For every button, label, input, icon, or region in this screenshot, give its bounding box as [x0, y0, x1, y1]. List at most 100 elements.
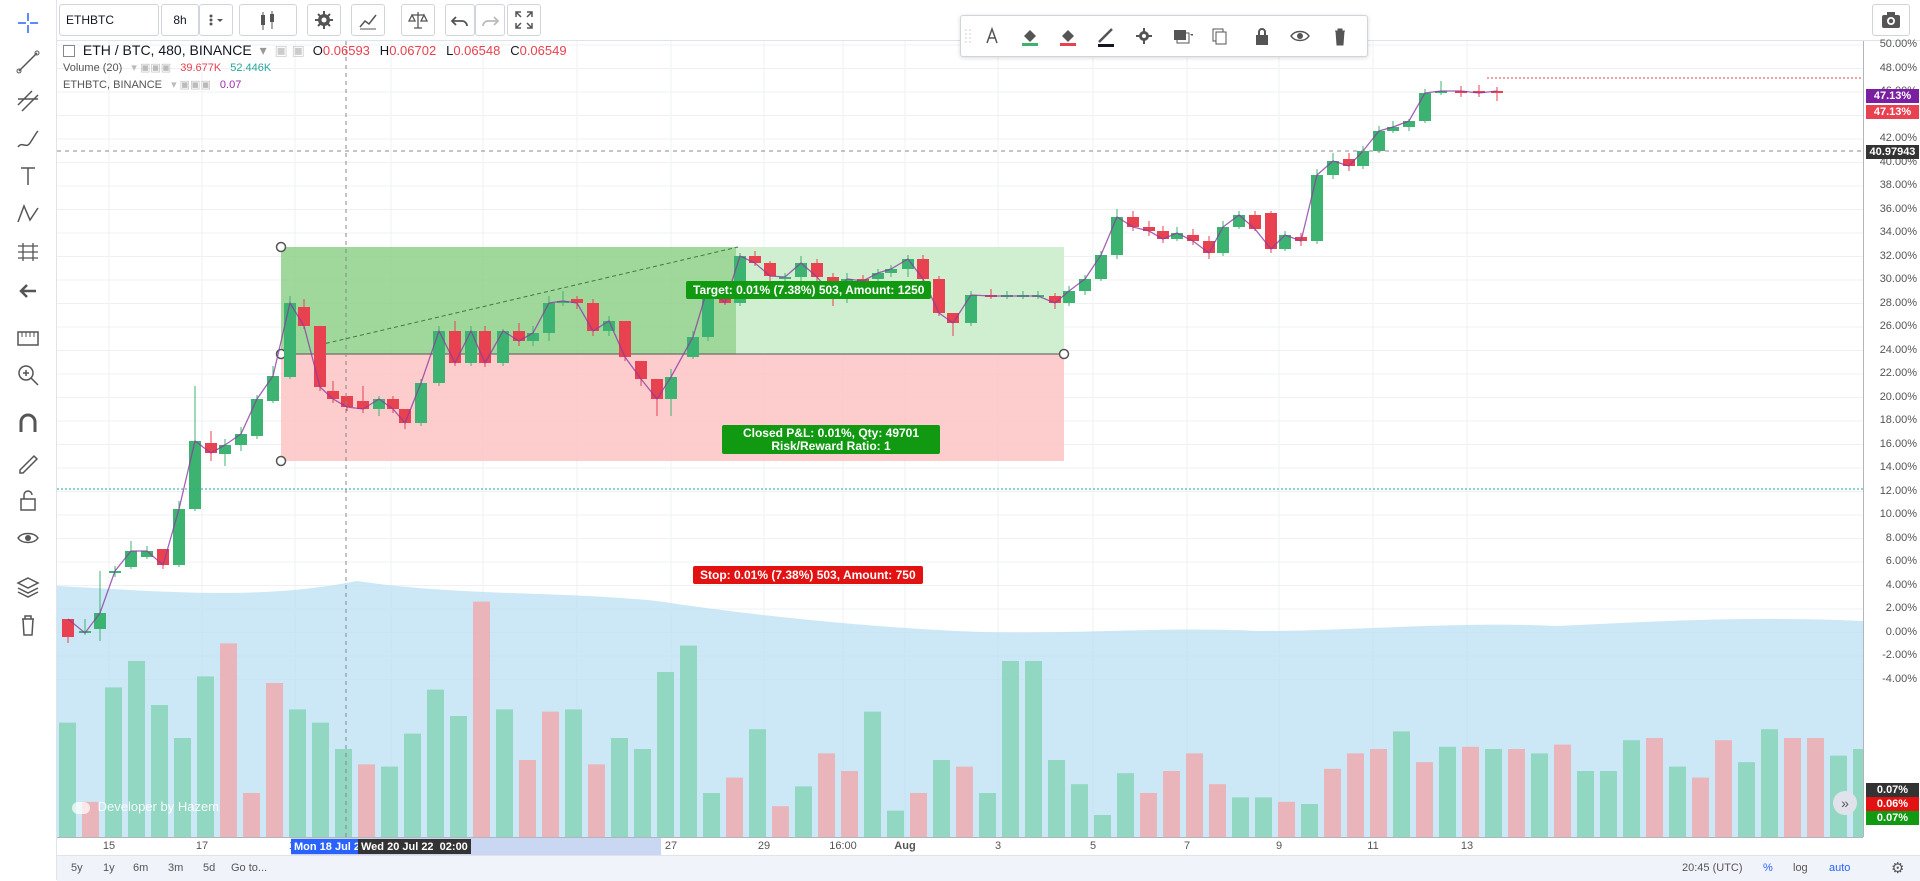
symbol-search-input[interactable]: ETHBTC — [59, 4, 159, 36]
time-tick-label: 13 — [1460, 840, 1474, 852]
collapse-icon[interactable] — [63, 45, 75, 58]
candle-body — [125, 551, 137, 567]
price-tick-label: 30.00% — [1879, 273, 1917, 285]
trash-icon[interactable] — [8, 608, 48, 642]
crosshair-icon[interactable] — [8, 6, 48, 40]
interval-button[interactable]: 8h — [161, 4, 199, 36]
candle-body — [857, 279, 869, 281]
indicators-button[interactable] — [351, 4, 385, 36]
volume-bar — [1048, 760, 1065, 837]
clock-display[interactable]: 20:45 (UTC) — [1682, 862, 1743, 874]
volume-bar — [1531, 753, 1548, 837]
fullscreen-button[interactable] — [507, 4, 541, 36]
volume-bar — [749, 729, 766, 837]
drawing-settings-icon[interactable] — [1129, 22, 1159, 50]
range-1y[interactable]: 1y — [103, 862, 115, 874]
price-tick-label: 36.00% — [1879, 202, 1917, 215]
drag-handle-icon[interactable] — [963, 22, 973, 50]
compare-settings-icon[interactable]: ▾ ▣▣▣ — [171, 79, 211, 91]
volume-bar — [174, 738, 191, 837]
price-scale[interactable]: 50.00%48.00%46.00%44.00%42.00%40.00%38.0… — [1863, 38, 1920, 837]
fib-tools-icon[interactable] — [8, 84, 48, 118]
pnl-line — [318, 246, 739, 346]
scroll-to-realtime-button[interactable]: » — [1833, 791, 1857, 815]
chart-style-button[interactable] — [239, 4, 297, 36]
candle-body — [387, 399, 399, 409]
volume-bar — [726, 777, 743, 837]
goto-date-button[interactable]: Go to... — [231, 862, 268, 874]
delete-drawing-icon[interactable] — [1325, 22, 1355, 50]
price-tick-label: 4.00% — [1885, 578, 1917, 591]
range-5d[interactable]: 5d — [203, 862, 216, 874]
chevron-down-icon[interactable]: ▾ — [259, 42, 267, 58]
volume-settings-icon[interactable]: ▾ ▣▣▣ — [131, 62, 172, 74]
range-5y[interactable]: 5y — [71, 862, 83, 874]
volume-bar — [565, 709, 582, 837]
pattern-tool-icon[interactable] — [8, 197, 48, 231]
layers-icon[interactable] — [8, 570, 48, 604]
settings-button[interactable] — [307, 4, 341, 36]
main-series-legend: ETH / BTC, 480, BINANCE ▾ ▣ ▣ O0.06593 H… — [63, 42, 567, 59]
zoom-icon[interactable] — [8, 358, 48, 392]
range-3m[interactable]: 3m — [168, 862, 184, 874]
measure-icon[interactable] — [8, 320, 48, 354]
auto-scale-toggle[interactable]: auto — [1829, 862, 1851, 874]
log-scale-toggle[interactable]: log — [1793, 862, 1808, 874]
lock-icon[interactable] — [8, 483, 48, 517]
interval-dropdown[interactable] — [199, 4, 233, 36]
hide-drawing-icon[interactable] — [1285, 22, 1315, 50]
volume-bar — [381, 766, 398, 837]
high-value: 0.06702 — [389, 43, 437, 58]
undo-button[interactable] — [445, 4, 475, 36]
symbol-ticker: ETHBTC — [66, 13, 114, 27]
prediction-tools-icon[interactable] — [8, 235, 48, 269]
volume-bar — [1301, 804, 1318, 837]
candle-body — [267, 376, 279, 401]
price-tick-label: -2.00% — [1882, 649, 1917, 661]
arrow-left-icon[interactable] — [8, 274, 48, 308]
clone-icon[interactable] — [1205, 22, 1235, 50]
target-label[interactable]: Target: 0.01% (7.38%) 503, Amount: 1250 — [686, 281, 932, 299]
series-close-icon[interactable]: ▣ — [291, 42, 305, 58]
volume-bar — [818, 753, 835, 837]
series-settings-icon[interactable]: ▣ — [274, 42, 288, 58]
price-chart[interactable] — [57, 41, 1863, 837]
eye-icon[interactable] — [8, 521, 48, 555]
chart-settings-gear-icon[interactable]: ⚙ — [1891, 860, 1905, 877]
candle-body — [497, 331, 509, 363]
visibility-intervals-icon[interactable] — [1167, 22, 1197, 50]
candle-body — [1127, 217, 1139, 227]
magnet-icon[interactable] — [8, 407, 48, 441]
time-tick-label: 17 — [195, 840, 209, 852]
lock-drawing-icon[interactable] — [1247, 22, 1277, 50]
text-color-icon[interactable] — [977, 22, 1007, 50]
closed-pnl-label[interactable]: Closed P&L: 0.01%, Qty: 49701 Risk/Rewar… — [722, 425, 940, 454]
interval-label: 8h — [173, 13, 187, 27]
fill-color-icon[interactable] — [1015, 22, 1045, 50]
snapshot-button[interactable] — [1872, 4, 1910, 36]
stop-label[interactable]: Stop: 0.01% (7.38%) 503, Amount: 750 — [693, 566, 923, 584]
price-tick-label: 32.00% — [1879, 249, 1917, 262]
range-6m[interactable]: 6m — [133, 862, 149, 874]
candle-body — [173, 509, 185, 565]
close-label: C — [510, 43, 520, 58]
volume-bar — [1140, 793, 1157, 837]
percent-scale-toggle[interactable]: % — [1763, 862, 1773, 874]
chart-pane[interactable]: ETH / BTC, 480, BINANCE ▾ ▣ ▣ O0.06593 H… — [57, 15, 1863, 837]
candle-body — [603, 321, 615, 331]
fill-color-2-icon[interactable] — [1053, 22, 1083, 50]
candle-body — [557, 301, 569, 303]
compare-button[interactable] — [401, 4, 435, 36]
crosshair-price-badge: 40.97943 — [1866, 145, 1919, 159]
volume-bar — [1738, 762, 1755, 837]
line-color-icon[interactable] — [1091, 22, 1121, 50]
text-tool-icon[interactable] — [8, 159, 48, 193]
trend-line-icon[interactable] — [8, 45, 48, 79]
stay-drawing-icon[interactable] — [8, 445, 48, 479]
brush-icon[interactable] — [8, 122, 48, 156]
redo-button[interactable] — [475, 4, 505, 36]
volume-bar — [1347, 753, 1364, 837]
volume-bar — [1416, 762, 1433, 837]
drawing-toolbar — [960, 15, 1368, 57]
